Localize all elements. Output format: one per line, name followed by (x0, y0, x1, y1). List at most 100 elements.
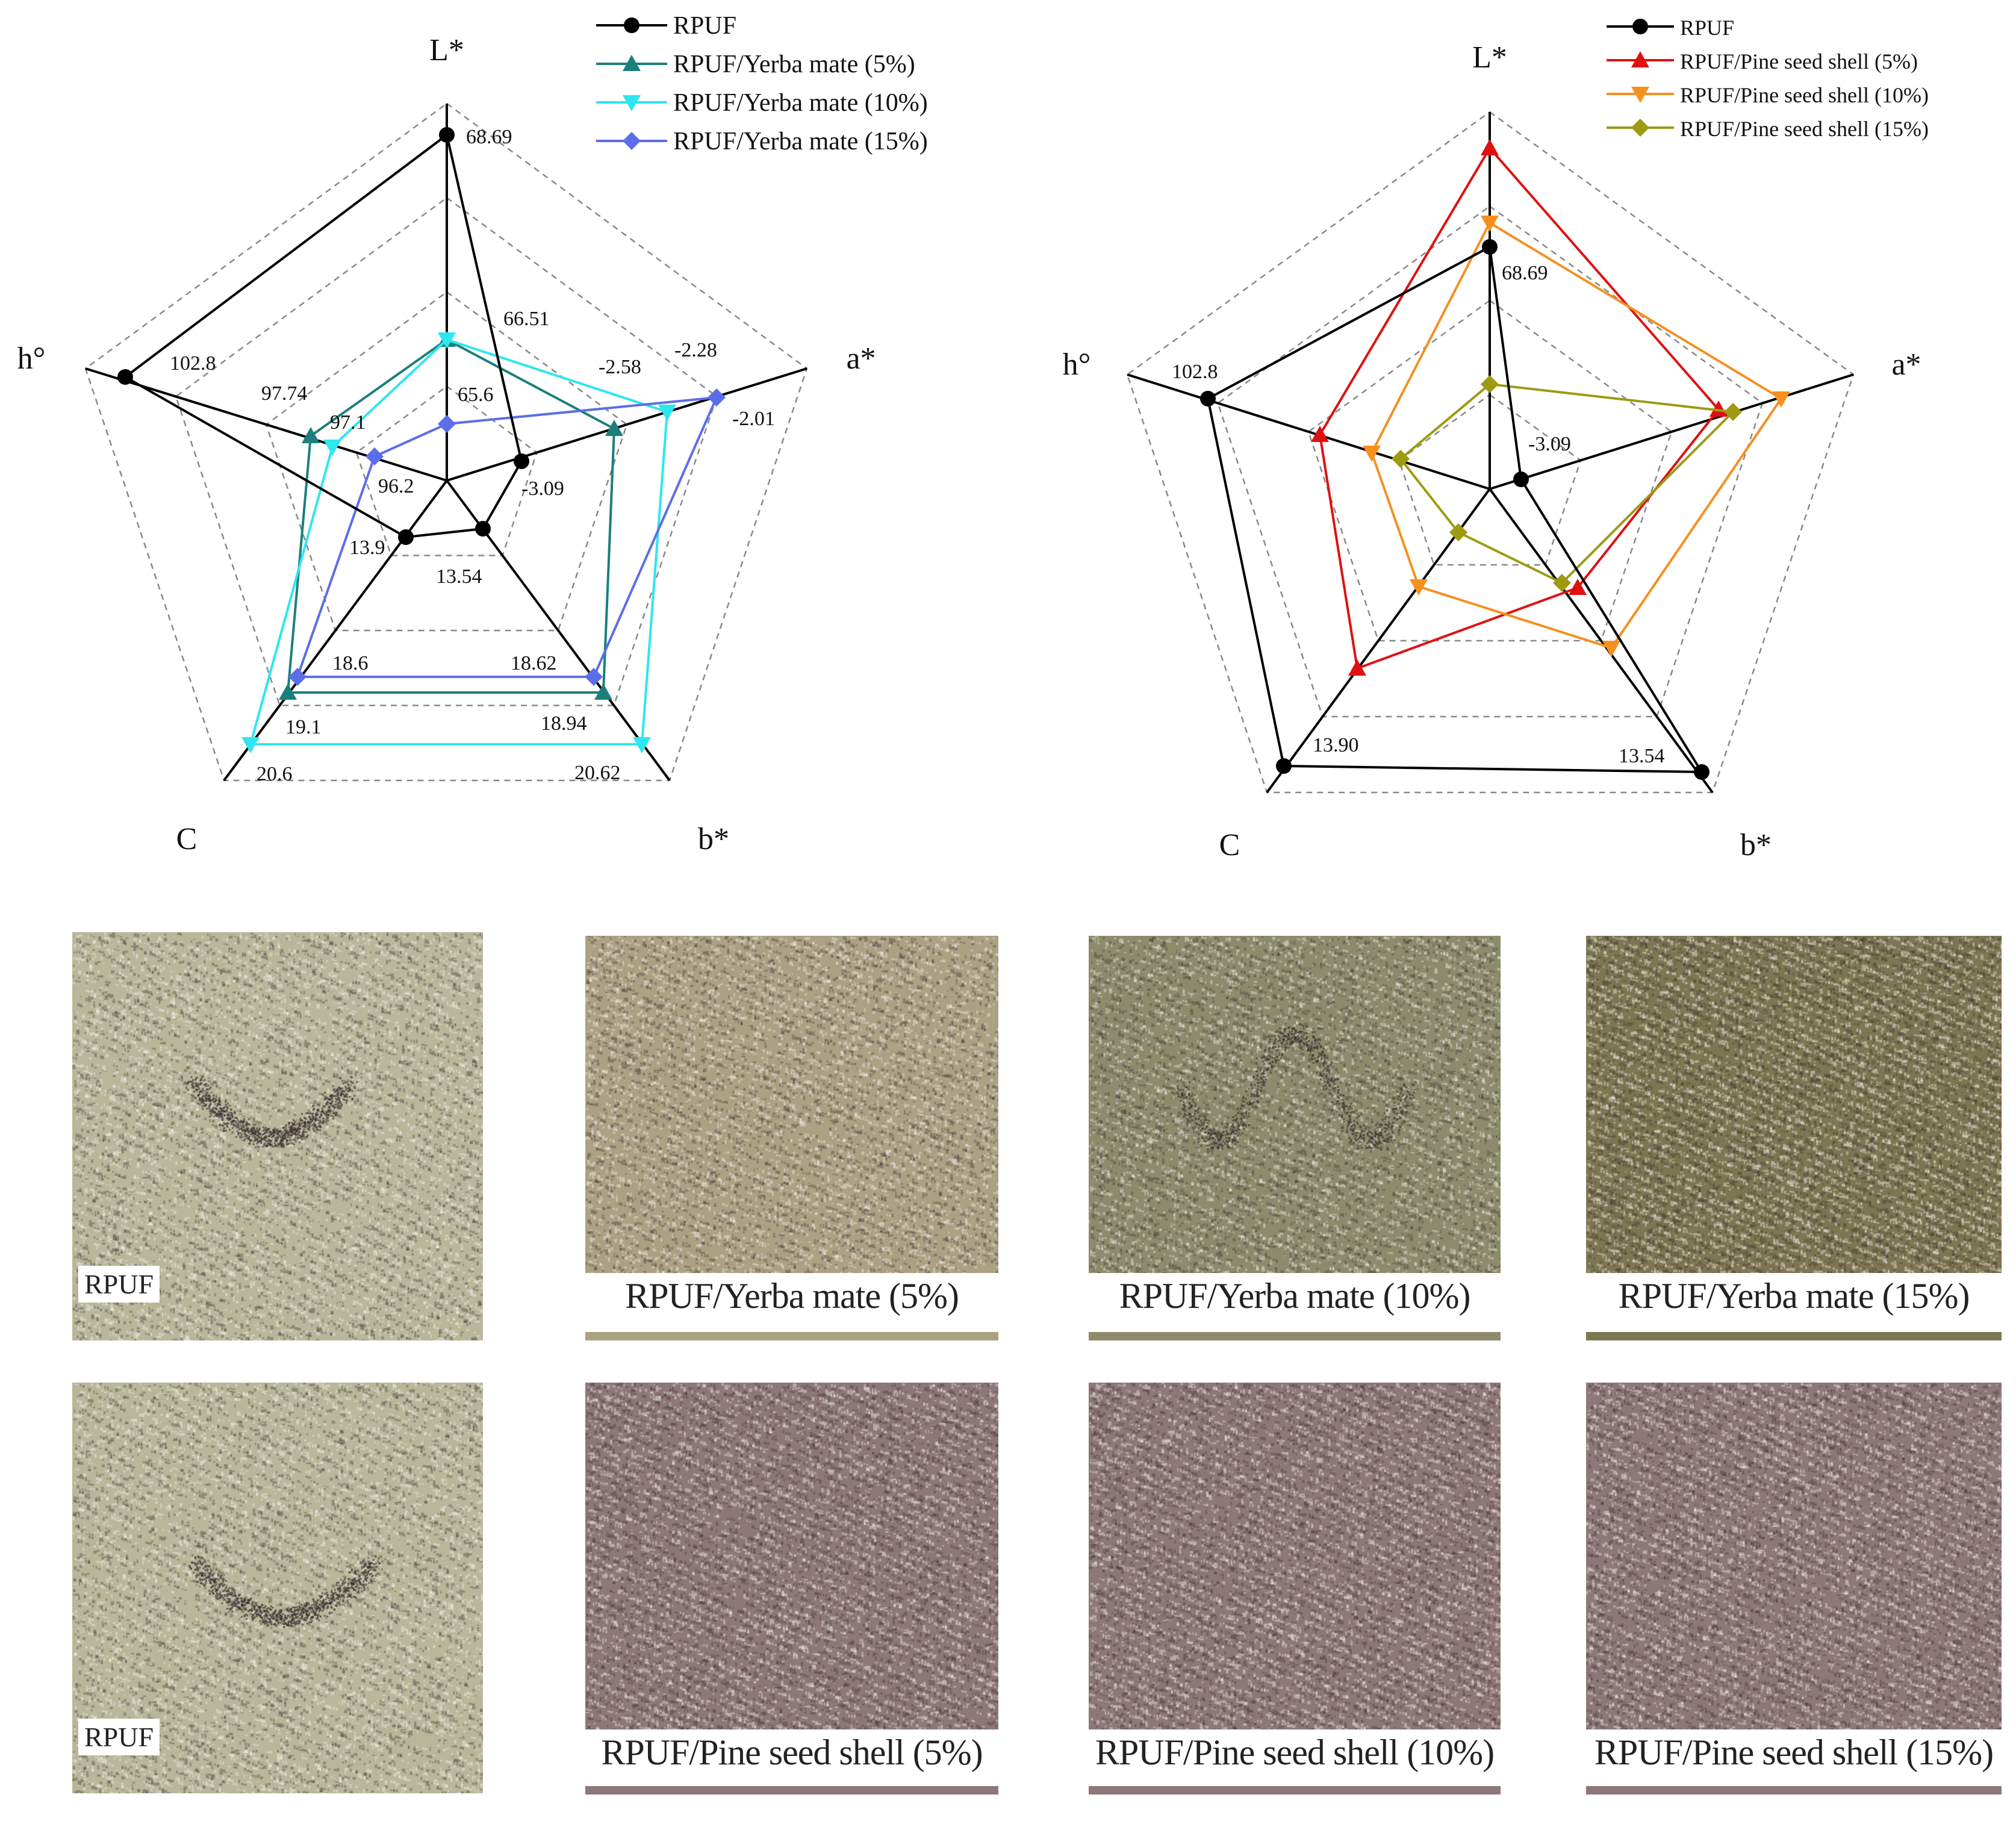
photo-rpuf-top (72, 932, 483, 1340)
grid-ring (175, 196, 718, 706)
photo-label: RPUF/Pine seed shell (10%) (1089, 1732, 1501, 1773)
data-label: 13.54 (1619, 745, 1665, 767)
axis-label: C (176, 822, 198, 856)
data-point (1772, 391, 1790, 408)
data-point (1449, 523, 1467, 541)
data-label: 102.8 (1172, 361, 1218, 383)
data-point (438, 415, 456, 433)
grid-ring (265, 291, 628, 632)
legend-entry: RPUF (1680, 16, 1734, 40)
data-point (288, 668, 306, 686)
legend-marker (623, 95, 641, 111)
legend-entry: RPUF/Yerba mate (10%) (673, 89, 928, 117)
data-point (1569, 579, 1587, 595)
data-point (117, 369, 133, 385)
data-point (1482, 239, 1498, 255)
data-point (1481, 139, 1499, 155)
data-label: 68.69 (466, 126, 512, 148)
data-point (1481, 375, 1499, 393)
legend-marker (623, 132, 641, 150)
data-label: -2.28 (674, 339, 717, 361)
photo-pine-5 (585, 1383, 998, 1729)
data-label: -2.58 (599, 356, 641, 378)
data-point (658, 405, 676, 421)
data-point (302, 427, 320, 443)
photo-label: RPUF (78, 1266, 160, 1303)
photo-label: RPUF/Yerba mate (5%) (585, 1275, 998, 1317)
legend-entry: RPUF/Yerba mate (5%) (673, 51, 915, 78)
data-point (1481, 216, 1499, 232)
series-line (1206, 244, 1704, 774)
series-line (1370, 221, 1783, 650)
photo-yerba-5 (585, 936, 998, 1273)
data-point (1694, 764, 1710, 780)
data-point (1602, 641, 1620, 657)
legend-marker (1631, 87, 1649, 103)
data-point (633, 737, 651, 753)
data-label: 66.51 (503, 308, 550, 330)
data-point (323, 440, 341, 456)
photo-pine-15 (1586, 1383, 2002, 1729)
series-line (1399, 382, 1736, 585)
data-point (1513, 472, 1529, 487)
data-label: 18.94 (541, 712, 587, 735)
axis-label: C (1219, 828, 1240, 862)
data-point (1311, 426, 1329, 442)
data-point (1410, 579, 1428, 596)
axis-line (1266, 488, 1491, 794)
legend-marker (623, 55, 641, 71)
axis-label: a* (846, 341, 876, 376)
data-label: -3.09 (1528, 433, 1571, 455)
axis-label: b* (1740, 828, 1772, 862)
data-label: -2.01 (732, 408, 775, 430)
data-point (585, 668, 603, 686)
data-point (241, 737, 260, 753)
photo-strip (1089, 1786, 1501, 1795)
legend-entry: RPUF (673, 12, 736, 40)
data-point (1276, 758, 1292, 774)
axis-label: b* (698, 822, 729, 856)
data-point (366, 447, 384, 465)
series-line (1318, 146, 1720, 670)
legend: RPUF RPUF/Pine seed shell (5%) RPUF/Pine s… (1607, 16, 1929, 141)
data-point (1553, 574, 1571, 592)
axis-label: h° (1063, 347, 1091, 382)
photo-rpuf-bottom (72, 1383, 483, 1793)
radar-charts: L* a* b* Ch° 68.69 66.51 65.6 -2.28 -2.58 -2.01 -3… (17, 12, 1929, 862)
data-point (1710, 400, 1728, 417)
photo-yerba-15 (1586, 936, 2002, 1273)
photo-texture (1586, 936, 2002, 1273)
photo-strip (1089, 1332, 1501, 1340)
legend-entry: RPUF/Yerba mate (15%) (673, 128, 928, 155)
data-point (605, 420, 623, 436)
axis-line (1489, 373, 1854, 490)
data-label: 102.8 (170, 352, 216, 375)
series-line (286, 338, 616, 694)
grid-ring (355, 385, 538, 556)
series-line (249, 338, 669, 746)
data-point (708, 388, 726, 406)
series-line (296, 396, 719, 678)
data-point (475, 521, 491, 537)
radar-chart-yerba-mate: L* a* b* Ch° 68.69 66.51 65.6 -2.28 -2.58 -2.01 -3… (17, 12, 928, 856)
radar-chart-pine-seed-shell: L*a*b*Ch°68.69-3.0913.5413.90102.8RPUFRP… (1063, 16, 1929, 862)
data-label: -3.09 (521, 478, 564, 500)
grid-ring (1217, 205, 1764, 718)
data-label: 65.6 (458, 384, 494, 406)
axis-label: L* (429, 33, 464, 67)
photo-strip (1586, 1332, 2002, 1340)
photo-texture (1089, 936, 1501, 1273)
photo-yerba-10 (1089, 936, 1501, 1273)
data-point (1363, 446, 1381, 462)
data-label: 18.6 (332, 652, 369, 674)
data-point (514, 453, 529, 469)
data-label: 19.1 (285, 716, 322, 738)
data-label: 13.9 (349, 537, 385, 559)
data-point (1348, 659, 1366, 676)
photo-texture (1089, 1383, 1501, 1729)
axis-line (85, 367, 447, 482)
photo-texture (585, 1383, 998, 1729)
grid-ring (84, 102, 808, 782)
data-label: 18.62 (511, 652, 557, 674)
data-label: 68.69 (1502, 262, 1548, 284)
